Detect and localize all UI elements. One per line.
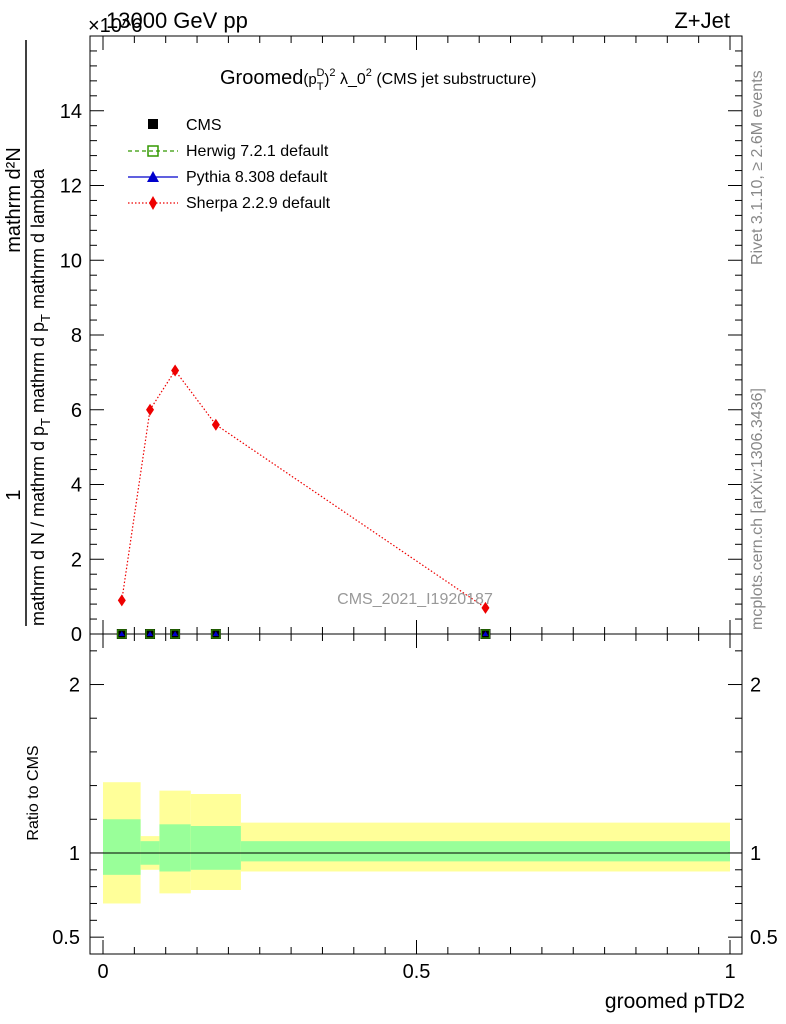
legend-pythia-marker: [147, 171, 159, 182]
ratio-bands: [90, 782, 742, 904]
x-ticks: 0 0.5 1: [97, 36, 736, 983]
legend-herwig-label: Herwig 7.2.1 default: [186, 143, 329, 160]
energy-label: 13000 GeV pp: [106, 8, 248, 33]
ratio-ytick-label-right-1: 1: [750, 843, 761, 865]
scale-exponent: ×10^6: [88, 15, 142, 37]
ratio-ytick-label-left-1: 1: [69, 843, 80, 865]
main-ytick-label-0: 0: [71, 624, 82, 646]
main-ytick-label-1: 2: [71, 549, 82, 571]
main-ytick-label-4: 8: [71, 325, 82, 347]
x-axis-label: groomed pTD2: [605, 990, 745, 1013]
sherpa-point-3: [211, 418, 220, 431]
mcplots-label: mcplots.cern.ch [arXiv:1306.3436]: [749, 388, 766, 630]
ratio-band-inner-2: [159, 824, 191, 872]
main-ytick-label-6: 12: [60, 176, 82, 198]
sherpa-point-4: [481, 601, 490, 614]
sherpa-point-2: [171, 364, 180, 377]
ratio-ytick-label-left-2: 2: [69, 675, 80, 697]
sherpa-point-0: [117, 594, 126, 607]
ratio-ytick-label-right-2: 2: [750, 675, 761, 697]
rivet-version-label: Rivet 3.1.10, ≥ 2.6M events: [749, 70, 766, 265]
ratio-y-label: Ratio to CMS: [25, 745, 42, 840]
main-y-ticks: 0 2 4 6 8 10 12 14: [60, 50, 742, 646]
y-label-denominator: mathrm d N / mathrm d pT mathrm d pT mat…: [28, 168, 53, 626]
pythia-point-0: [118, 631, 125, 636]
pythia-point-1: [147, 631, 154, 636]
legend: CMS Herwig 7.2.1 default Pythia 8.308 de…: [128, 117, 331, 212]
plot-title: Groomed(pTD)2 λ_02 (CMS jet substructure…: [220, 67, 536, 93]
herwig-point-0: [117, 629, 127, 639]
legend-cms-marker: [148, 119, 158, 129]
sherpa-point-1: [146, 403, 155, 416]
herwig-point-1: [145, 629, 155, 639]
series-layer: [116, 364, 491, 639]
legend-herwig-marker: [147, 145, 159, 157]
pythia-point-3: [212, 631, 219, 636]
xtick-label-0: 0: [97, 961, 108, 983]
xtick-label-2: 1: [724, 961, 735, 983]
ratio-ytick-label-right-0: 0.5: [750, 927, 778, 949]
legend-cms-label: CMS: [186, 117, 222, 134]
legend-sherpa-label: Sherpa 2.2.9 default: [186, 195, 331, 212]
legend-pythia-label: Pythia 8.308 default: [186, 169, 328, 186]
herwig-point-2: [170, 629, 180, 639]
ratio-band-inner-4: [240, 841, 730, 862]
ratio-band-inner-3: [190, 826, 241, 870]
main-ytick-label-2: 4: [71, 475, 82, 497]
legend-sherpa-marker: [149, 196, 157, 210]
herwig-point-4: [480, 629, 491, 639]
ratio-ytick-label-left-0: 0.5: [52, 927, 80, 949]
ratio-band-inner-0: [103, 819, 141, 875]
main-ytick-label-5: 10: [60, 250, 82, 272]
ratio-y-ticks: 0.5 0.5 1 1 2 2: [52, 650, 778, 949]
analysis-watermark: CMS_2021_I1920187: [337, 591, 493, 608]
pythia-point-2: [172, 631, 179, 636]
y-label-numerator: mathrm d²N: [3, 147, 25, 253]
main-y-label: 1 mathrm d²N mathrm d N / mathrm d pT ma…: [3, 40, 53, 626]
sherpa-line: [121, 369, 486, 609]
herwig-point-3: [211, 629, 221, 639]
process-label: Z+Jet: [674, 8, 730, 33]
y-label-one: 1: [3, 489, 25, 500]
xtick-label-1: 0.5: [403, 961, 431, 983]
pythia-point-4: [482, 631, 489, 636]
main-ytick-label-3: 6: [71, 400, 82, 422]
main-ytick-label-7: 14: [60, 101, 82, 123]
